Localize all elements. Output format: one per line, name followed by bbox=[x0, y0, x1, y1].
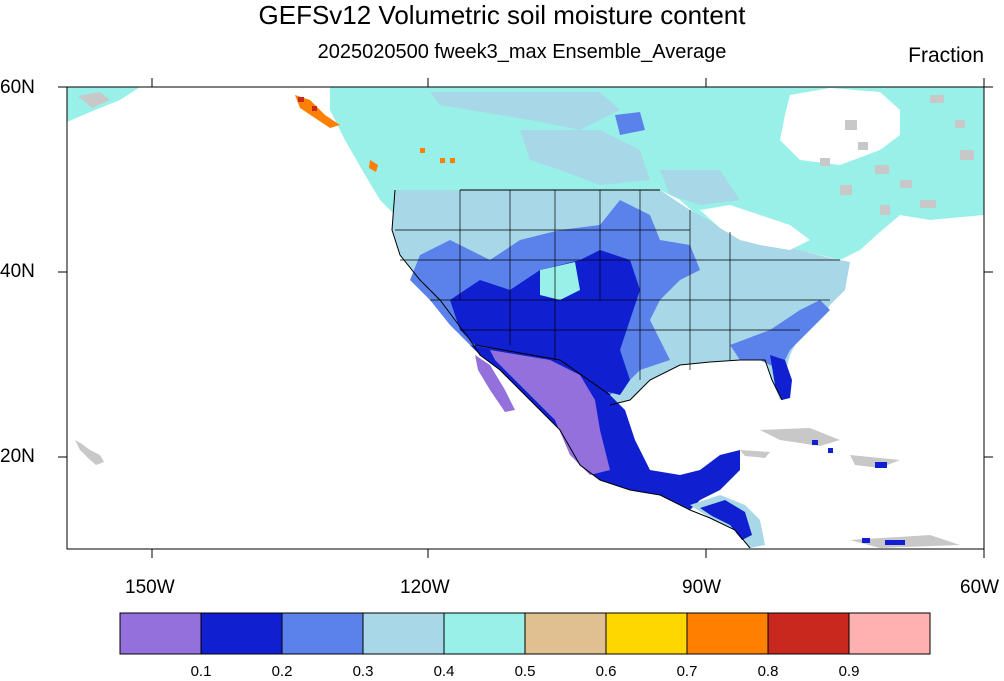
map-border bbox=[66, 86, 985, 550]
florida-blue bbox=[770, 355, 792, 400]
chart-title: GEFSv12 Volumetric soil moisture content bbox=[258, 0, 746, 30]
colorbar-label-6: 0.7 bbox=[676, 663, 698, 680]
colorbar-swatch-2 bbox=[281, 612, 364, 655]
colorbar bbox=[119, 612, 931, 655]
baja-purple bbox=[475, 355, 515, 412]
us-dark-blue bbox=[450, 250, 640, 395]
lat-label-60n: 60N bbox=[0, 77, 35, 98]
colorbar-swatch-1 bbox=[200, 612, 283, 655]
colorbar-swatch-5 bbox=[524, 612, 607, 655]
colorbar-swatch-3 bbox=[362, 612, 445, 655]
colorbar-swatch-4 bbox=[443, 612, 526, 655]
colorbar-swatch-8 bbox=[767, 612, 850, 655]
coastlines bbox=[391, 189, 783, 549]
plains-cyan-blob bbox=[540, 262, 580, 300]
chart-subtitle: 2025020500 fweek3_max Ensemble_Average bbox=[317, 41, 727, 63]
hawaii-islands bbox=[75, 440, 104, 465]
canada-light-patches bbox=[430, 92, 740, 205]
lon-label-90w: 90W bbox=[682, 577, 722, 598]
lon-label-150w: 150W bbox=[125, 577, 175, 598]
colorbar-label-1: 0.2 bbox=[271, 663, 293, 680]
lat-label-40n: 40N bbox=[0, 261, 35, 282]
colorbar-label-4: 0.5 bbox=[514, 663, 536, 680]
east-coast-blue bbox=[730, 300, 830, 370]
colorbar-swatch-9 bbox=[848, 612, 931, 655]
units-label: Fraction bbox=[908, 44, 984, 67]
caribbean-blue bbox=[812, 440, 905, 545]
hudson-bay bbox=[780, 88, 900, 165]
colorbar-swatch-0 bbox=[119, 612, 202, 655]
map-plot bbox=[67, 87, 984, 549]
colorbar-label-5: 0.6 bbox=[595, 663, 617, 680]
colorbar-label-0: 0.1 bbox=[190, 663, 212, 680]
colorbar-label-2: 0.3 bbox=[352, 663, 374, 680]
colorbar-label-3: 0.4 bbox=[433, 663, 455, 680]
state-boundaries bbox=[395, 190, 840, 380]
canada-blue-spot bbox=[615, 112, 645, 135]
alaska-hotspots bbox=[295, 95, 455, 172]
lon-label-60w: 60W bbox=[960, 577, 1000, 598]
colorbar-swatch-6 bbox=[605, 612, 688, 655]
axis-ticks bbox=[58, 78, 993, 558]
central-america-blue bbox=[700, 500, 752, 540]
colorbar-label-7: 0.8 bbox=[757, 663, 779, 680]
lon-label-120w: 120W bbox=[400, 577, 450, 598]
colorbar-label-8: 0.9 bbox=[838, 663, 860, 680]
alaska-missing bbox=[78, 92, 110, 108]
colorbar-swatch-7 bbox=[686, 612, 769, 655]
missing-data-patches bbox=[820, 95, 974, 215]
great-lakes bbox=[700, 205, 810, 250]
lat-label-20n: 20N bbox=[0, 446, 35, 467]
mexico-purple bbox=[490, 350, 610, 475]
